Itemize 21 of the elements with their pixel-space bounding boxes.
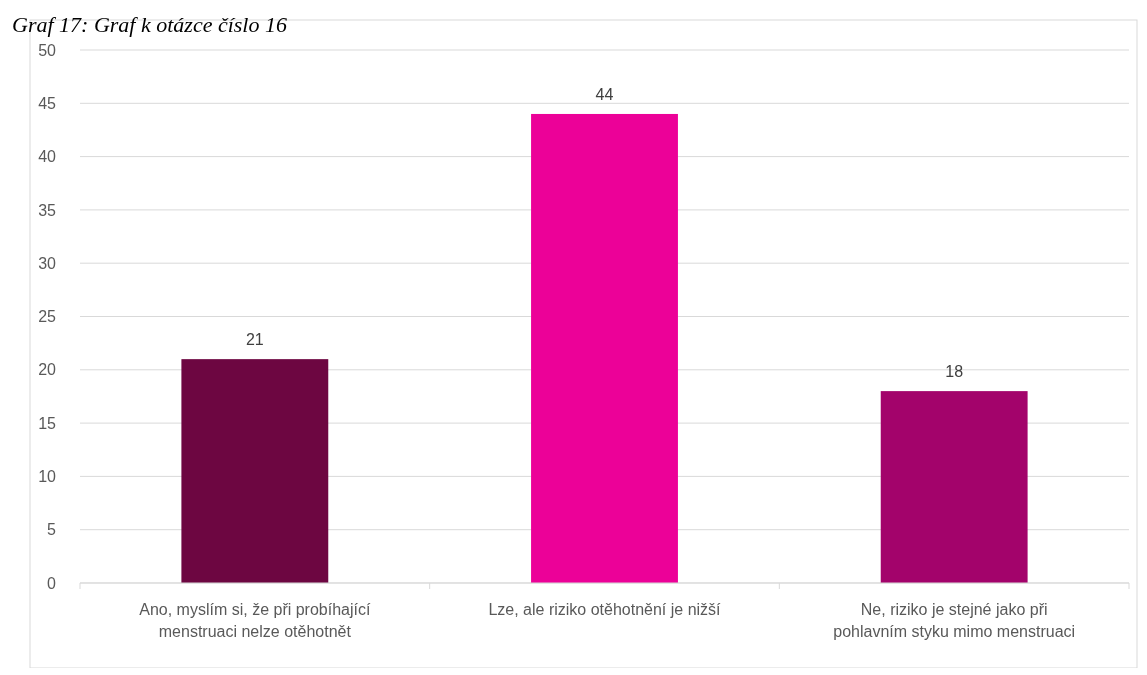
bar bbox=[531, 113, 678, 583]
data-label: 18 bbox=[945, 363, 964, 381]
y-tick-label: 25 bbox=[38, 308, 57, 326]
data-label: 21 bbox=[245, 331, 264, 349]
y-tick-label: 30 bbox=[38, 254, 57, 272]
x-tick-label: Ano, myslím si, že při probíhající menstruaci nelze otěhotnět bbox=[139, 601, 371, 640]
x-tick-label: Ne, riziko je stejné jako při pohlavním styku mimo menstruaci bbox=[833, 601, 1076, 640]
y-tick-label: 20 bbox=[38, 361, 57, 379]
chart-title: Graf 17: Graf k otázce číslo 16 bbox=[12, 12, 287, 37]
y-tick-label: 5 bbox=[47, 521, 57, 539]
data-label: 44 bbox=[595, 85, 614, 103]
y-tick-label: 40 bbox=[38, 148, 57, 166]
y-tick-label: 35 bbox=[38, 201, 57, 219]
y-tick-label: 10 bbox=[38, 468, 57, 485]
x-tick-label: Lze, ale riziko otěhotnění je nižší bbox=[488, 601, 722, 618]
bar bbox=[880, 391, 1028, 583]
y-tick-label: 0 bbox=[47, 574, 57, 592]
y-tick-label: 50 bbox=[38, 41, 57, 59]
bar bbox=[181, 359, 329, 583]
y-tick-label: 15 bbox=[38, 414, 57, 432]
y-tick-label: 45 bbox=[38, 94, 57, 112]
